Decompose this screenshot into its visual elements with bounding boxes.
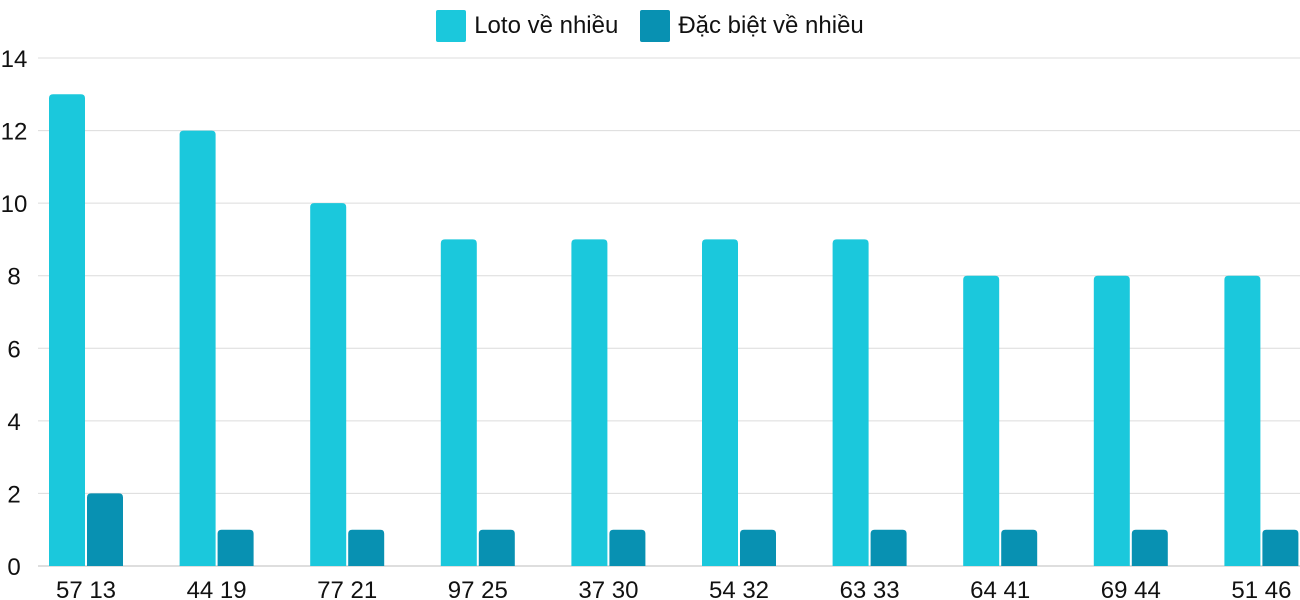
x-tick-label: 57 13 <box>56 577 116 600</box>
legend-label-loto: Loto về nhiều <box>474 12 619 39</box>
bar-loto[interactable] <box>49 94 85 567</box>
bar-dac-biet[interactable] <box>609 529 646 566</box>
bar-dac-biet[interactable] <box>1131 529 1168 566</box>
x-tick-label: 77 21 <box>317 577 377 600</box>
y-tick-label: 14 <box>1 46 28 73</box>
y-tick-label: 2 <box>7 481 20 508</box>
legend-label-dac-biet: Đặc biệt về nhiều <box>678 12 864 39</box>
bar-dac-biet[interactable] <box>740 529 776 566</box>
x-tick-label: 44 19 <box>187 577 247 600</box>
bar-dac-biet[interactable] <box>217 529 254 566</box>
legend-item-dac-biet[interactable]: Đặc biệt về nhiều <box>640 10 864 42</box>
bar-dac-biet[interactable] <box>348 529 385 566</box>
y-tick-label: 4 <box>7 409 20 436</box>
y-tick-label: 6 <box>7 336 20 363</box>
x-tick-label: 97 25 <box>448 577 508 600</box>
bar-loto[interactable] <box>440 239 477 566</box>
bar-dac-biet[interactable] <box>1001 529 1038 566</box>
bar-loto[interactable] <box>832 239 869 566</box>
x-tick-label: 54 32 <box>709 577 769 600</box>
y-tick-label: 0 <box>7 554 20 581</box>
bar-loto[interactable] <box>310 203 347 566</box>
bar-loto[interactable] <box>179 130 216 567</box>
y-tick-label: 8 <box>7 264 20 291</box>
legend-swatch-loto <box>436 10 467 42</box>
bar-loto[interactable] <box>702 239 738 566</box>
bar-loto[interactable] <box>963 275 1000 566</box>
bar-dac-biet[interactable] <box>87 493 123 566</box>
x-tick-label: 51 46 <box>1231 577 1291 600</box>
legend-swatch-dac-biet <box>640 10 671 42</box>
bar-loto[interactable] <box>1093 275 1130 566</box>
bar-loto[interactable] <box>1224 275 1261 566</box>
y-tick-label: 10 <box>1 191 28 218</box>
bar-dac-biet[interactable] <box>870 529 907 566</box>
x-tick-label: 63 33 <box>840 577 900 600</box>
x-tick-label: 69 44 <box>1101 577 1161 600</box>
bar-dac-biet[interactable] <box>1262 529 1299 566</box>
legend-item-loto[interactable]: Loto về nhiều <box>436 10 618 42</box>
y-tick-label: 12 <box>1 119 28 146</box>
bar-dac-biet[interactable] <box>478 529 515 566</box>
legend: Loto về nhiều Đặc biệt về nhiều <box>0 10 1300 42</box>
x-tick-label: 64 41 <box>970 577 1030 600</box>
bar-loto[interactable] <box>571 239 608 566</box>
x-tick-label: 37 30 <box>578 577 638 600</box>
